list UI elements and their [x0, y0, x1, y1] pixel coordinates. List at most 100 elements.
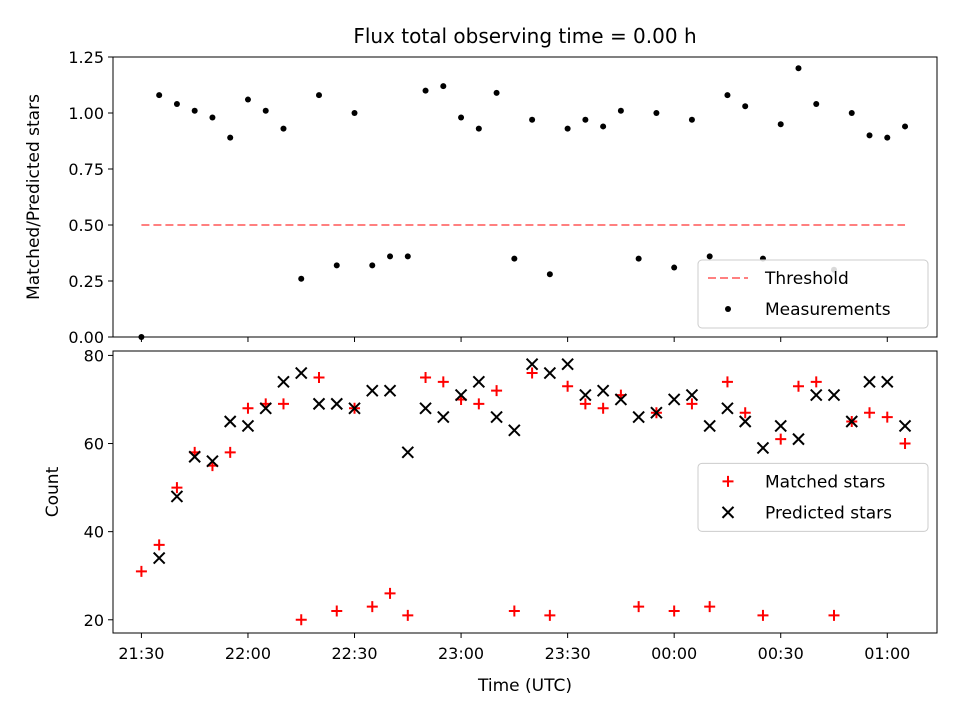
measurement-point [475, 125, 482, 132]
predicted-point [348, 402, 361, 415]
predicted-point [472, 375, 486, 389]
measurement-point [724, 92, 731, 99]
measurement-point [493, 89, 500, 96]
count-panel: 20 40 60 80 21:30 22:00 22:30 23:00 23:30 00:00 00… [43, 346, 938, 696]
measurement-point [884, 134, 891, 141]
measurement-point [156, 92, 163, 99]
predicted-point [596, 384, 610, 397]
measurement-point [458, 114, 465, 121]
matched-point [828, 609, 840, 621]
matched-point [899, 438, 911, 450]
measurement-point [848, 110, 855, 116]
predicted-point [525, 358, 539, 371]
predicted-point [383, 384, 397, 397]
measurement-point [440, 83, 447, 90]
measurement-point [191, 107, 198, 114]
predicted-point [756, 441, 770, 455]
measurement-point [813, 101, 820, 108]
predicted-point [508, 424, 521, 437]
axes-frame [112, 350, 938, 634]
measurement-point [387, 253, 394, 260]
y-tick-label: 1.25 [68, 48, 104, 67]
y-axis-label: Count [43, 466, 63, 517]
measurement-point [280, 125, 287, 132]
matched-point [508, 605, 520, 617]
y-tick-label: 40 [84, 523, 104, 542]
predicted-point [792, 432, 805, 446]
measurement-point [582, 116, 589, 123]
matched-point [384, 587, 396, 599]
measurement-point [546, 271, 553, 278]
matched-point [562, 380, 574, 392]
matched-point [420, 371, 432, 383]
predicted-point [685, 388, 699, 402]
x-tick-label: 00:30 [758, 644, 804, 663]
y-tick-label: 0.00 [68, 328, 104, 347]
matched-point [579, 398, 591, 410]
matched-point [331, 605, 343, 617]
predicted-point [632, 410, 645, 424]
measurement-point [653, 110, 660, 116]
matched-point [153, 539, 165, 551]
measurement-point [173, 101, 180, 108]
predicted-point [898, 419, 912, 433]
measurement-point [777, 121, 784, 128]
x-tick-label: 21:30 [118, 644, 164, 663]
matched-point [277, 398, 289, 410]
legend-box [697, 462, 929, 532]
matched-point [810, 376, 822, 388]
series-predicted-stars [152, 358, 912, 565]
matched-point [366, 601, 378, 613]
predicted-point [223, 415, 237, 428]
chart-title: Flux total observing time = 0.00 h [353, 24, 696, 48]
predicted-point [650, 406, 663, 419]
ratio-panel: 0.00 0.25 0.50 0.75 1.00 1.25 Matched/Predicte… [24, 48, 938, 347]
measurement-point [866, 132, 873, 139]
predicted-point [170, 490, 184, 503]
predicted-point [188, 450, 201, 463]
matched-point [544, 609, 556, 621]
measurement-point [529, 116, 536, 123]
predicted-point [152, 551, 166, 565]
matched-point [686, 398, 698, 410]
predicted-point [703, 419, 716, 433]
y-tick-label: 0.75 [68, 160, 104, 179]
measurement-point [244, 96, 251, 103]
legend-marker [725, 306, 731, 312]
predicted-point [543, 366, 557, 380]
predicted-point [454, 388, 468, 402]
x-tick-label: 23:00 [438, 644, 484, 663]
matched-point [721, 376, 733, 388]
matched-point [704, 601, 716, 613]
predicted-point [366, 384, 379, 397]
measurement-point [742, 103, 749, 110]
predicted-point [721, 402, 734, 415]
predicted-point [881, 375, 894, 389]
x-tick-label: 22:30 [331, 644, 377, 663]
measurement-point [227, 134, 234, 141]
matched-point [881, 411, 893, 423]
predicted-point [330, 397, 343, 411]
axes-frame [112, 56, 938, 338]
matched-point [757, 609, 769, 621]
measurement-point [351, 110, 358, 116]
measurement-point [795, 65, 802, 72]
matched-point [775, 433, 787, 445]
x-tick-label: 01:00 [864, 644, 910, 663]
measurement-point [617, 107, 624, 114]
series-measurements [138, 65, 909, 340]
series-matched-stars [135, 367, 911, 626]
predicted-point [277, 375, 290, 389]
measurement-point [298, 275, 305, 282]
legend-label: Measurements [765, 300, 891, 320]
predicted-point [206, 454, 219, 468]
predicted-point [259, 402, 272, 415]
legend: Matched stars Predicted stars [697, 462, 929, 532]
measurement-point [404, 253, 411, 260]
y-tick-label: 0.50 [68, 216, 104, 235]
measurement-point [902, 123, 909, 130]
measurement-point [600, 123, 607, 130]
matched-point [597, 402, 609, 414]
y-tick-label: 20 [84, 611, 104, 630]
